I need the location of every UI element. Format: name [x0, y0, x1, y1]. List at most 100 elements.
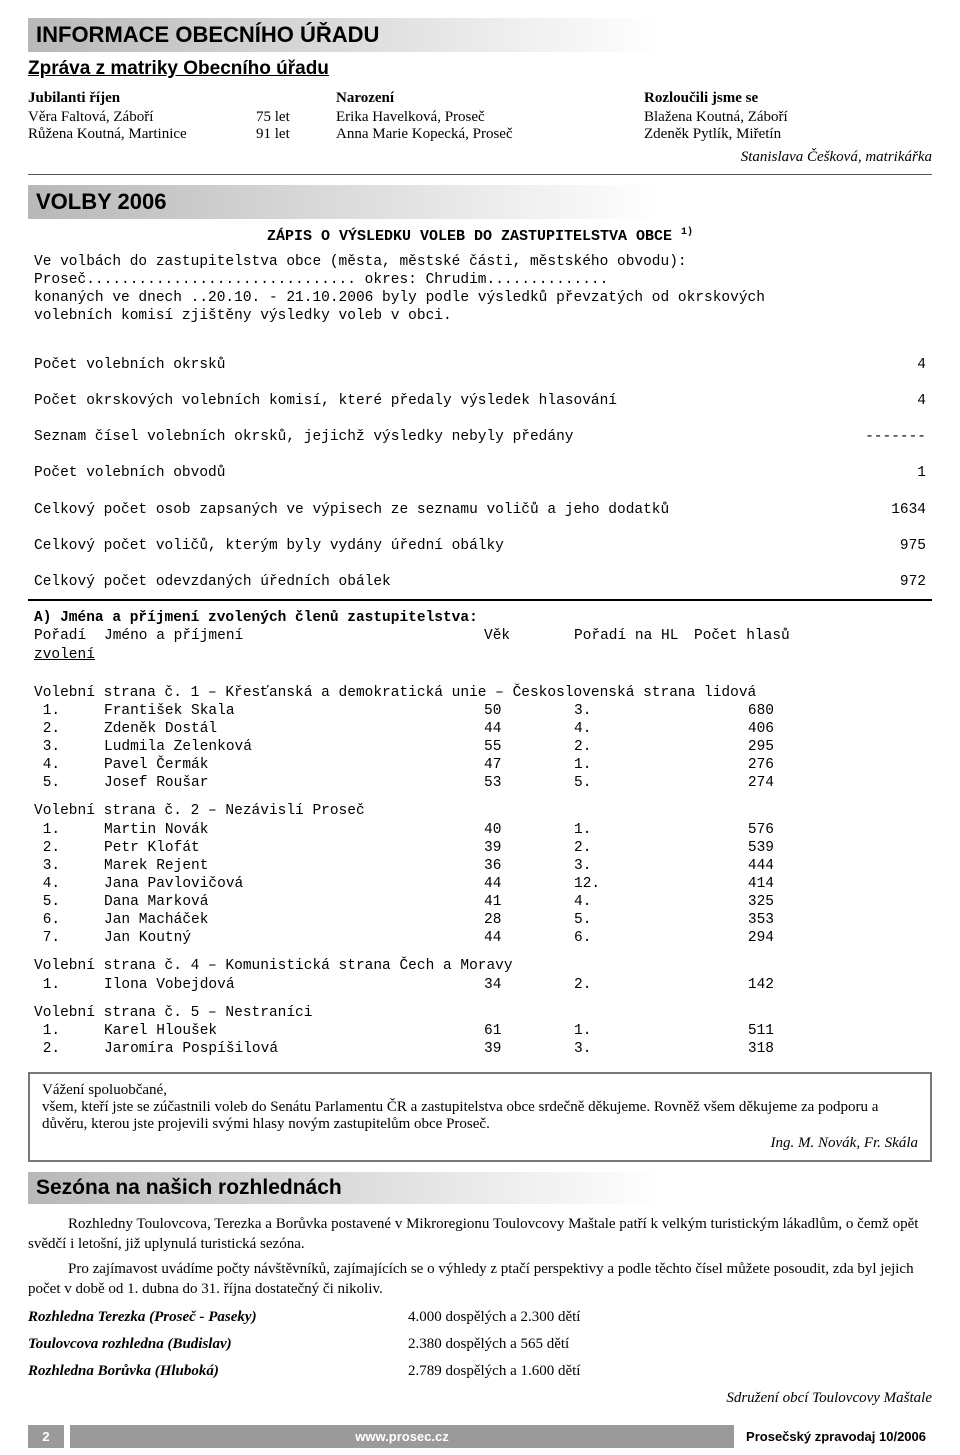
stat-value: 975 — [846, 537, 926, 555]
member-age: 53 — [484, 774, 574, 792]
party-title: Volební strana č. 4 – Komunistická stran… — [34, 957, 926, 975]
stat-row: Celkový počet voličů, kterým byly vydány… — [34, 537, 926, 555]
member-hl: 3. — [574, 857, 694, 875]
rozloucili-item: Zdeněk Pytlík, Miřetín — [644, 126, 932, 143]
member-hl: 6. — [574, 929, 694, 947]
member-hl: 1. — [574, 1022, 694, 1040]
narozeni-item: Anna Marie Kopecká, Proseč — [336, 126, 624, 143]
member-name: Jaromíra Pospíšilová — [104, 1040, 484, 1058]
zapis-title-text: ZÁPIS O VÝSLEDKU VOLEB DO ZASTUPITELSTVA… — [267, 228, 672, 245]
member-order: 1. — [34, 976, 104, 994]
member-name: František Skala — [104, 702, 484, 720]
zapis-stats: Počet volebních okrsků4 Počet okrskových… — [28, 336, 932, 594]
member-row: 1.Ilona Vobejdová342.142 — [34, 976, 926, 994]
stat-label: Počet okrskových volebních komisí, které… — [34, 392, 846, 410]
member-order: 5. — [34, 893, 104, 911]
member-votes: 294 — [694, 929, 774, 947]
member-name: Pavel Čermák — [104, 756, 484, 774]
footer-site: www.prosec.cz — [70, 1425, 734, 1448]
member-age: 47 — [484, 756, 574, 774]
member-row: 7.Jan Koutný446.294 — [34, 929, 926, 947]
member-order: 3. — [34, 857, 104, 875]
intro-dates-c: byly podle výsledků převzatých od okrsko… — [373, 290, 765, 306]
visit-row: Rozhledna Terezka (Proseč - Paseky) 4.00… — [28, 1309, 932, 1326]
member-row: 4.Pavel Čermák471.276 — [34, 756, 926, 774]
member-hl: 12. — [574, 875, 694, 893]
h-order: Pořadí — [34, 627, 104, 645]
intro-obec: Proseč — [34, 272, 86, 288]
member-votes: 318 — [694, 1040, 774, 1058]
visit-label: Rozhledna Terezka (Proseč - Paseky) — [28, 1309, 408, 1326]
stat-row: Celkový počet osob zapsaných ve výpisech… — [34, 501, 926, 519]
member-name: Jan Macháček — [104, 911, 484, 929]
member-age: 44 — [484, 929, 574, 947]
member-age: 34 — [484, 976, 574, 994]
member-name: Marek Rejent — [104, 857, 484, 875]
jubilant-age: 91 let — [256, 126, 316, 143]
stat-value: 972 — [846, 573, 926, 591]
divider-heavy — [28, 599, 932, 601]
member-order: 5. — [34, 774, 104, 792]
stat-label: Celkový počet voličů, kterým byly vydány… — [34, 537, 846, 555]
member-name: Petr Klofát — [104, 839, 484, 857]
jubilant-name: Věra Faltová, Záboří — [28, 109, 256, 126]
member-age: 39 — [484, 839, 574, 857]
member-row: 4.Jana Pavlovičová4412.414 — [34, 875, 926, 893]
stat-label: Počet volebních obvodů — [34, 464, 846, 482]
member-hl: 2. — [574, 738, 694, 756]
member-order: 2. — [34, 839, 104, 857]
jubilant-age: 75 let — [256, 109, 316, 126]
member-votes: 406 — [694, 720, 774, 738]
member-row: 3.Ludmila Zelenková552.295 — [34, 738, 926, 756]
member-votes: 444 — [694, 857, 774, 875]
member-age: 40 — [484, 821, 574, 839]
member-row: 5.Josef Roušar535.274 — [34, 774, 926, 792]
member-hl: 1. — [574, 821, 694, 839]
member-age: 44 — [484, 875, 574, 893]
member-order: 2. — [34, 1040, 104, 1058]
thanks-signature: Ing. M. Novák, Fr. Skála — [42, 1135, 918, 1152]
member-votes: 274 — [694, 774, 774, 792]
member-hl: 1. — [574, 756, 694, 774]
member-hl: 3. — [574, 702, 694, 720]
member-votes: 576 — [694, 821, 774, 839]
member-hl: 5. — [574, 911, 694, 929]
member-hl: 4. — [574, 720, 694, 738]
member-order: 3. — [34, 738, 104, 756]
stat-value: 1 — [846, 464, 926, 482]
stat-row: Počet volebních obvodů1 — [34, 464, 926, 482]
member-order: 6. — [34, 911, 104, 929]
member-name: Zdeněk Dostál — [104, 720, 484, 738]
subhead-matrika: Zpráva z matriky Obecního úřadu — [28, 58, 932, 80]
visit-label: Toulovcova rozhledna (Budislav) — [28, 1336, 408, 1353]
page-footer: 2 www.prosec.cz Prosečský zpravodaj 10/2… — [28, 1425, 932, 1448]
stat-value: ------- — [846, 428, 926, 446]
col-title-jubilanti: Jubilanti říjen — [28, 90, 316, 107]
member-age: 55 — [484, 738, 574, 756]
member-age: 36 — [484, 857, 574, 875]
member-name: Martin Novák — [104, 821, 484, 839]
member-order: 1. — [34, 1022, 104, 1040]
page-number: 2 — [28, 1425, 64, 1448]
dots: .............. — [487, 272, 609, 288]
col-rozloucili: Rozloučili jsme se Blažena Koutná, Záboř… — [644, 90, 932, 143]
member-name: Ludmila Zelenková — [104, 738, 484, 756]
assoc-signature: Sdružení obcí Toulovcovy Maštale — [28, 1390, 932, 1407]
member-hl: 3. — [574, 1040, 694, 1058]
section-header-volby: VOLBY 2006 — [28, 185, 932, 219]
stat-value: 4 — [846, 356, 926, 374]
stat-row: Počet volebních okrsků4 — [34, 356, 926, 374]
zvoleni-underline: zvolení — [34, 647, 95, 663]
footer-issue: Prosečský zpravodaj 10/2006 — [740, 1425, 932, 1448]
narozeni-item: Erika Havelková, Proseč — [336, 109, 624, 126]
zapis-intro: Ve volbách do zastupitelstva obce (města… — [28, 251, 932, 328]
member-name: Josef Roušar — [104, 774, 484, 792]
member-name: Dana Marková — [104, 893, 484, 911]
member-votes: 511 — [694, 1022, 774, 1040]
party-title: Volební strana č. 2 – Nezávislí Proseč — [34, 802, 926, 820]
member-hl: 2. — [574, 976, 694, 994]
member-age: 41 — [484, 893, 574, 911]
member-votes: 539 — [694, 839, 774, 857]
matrika-columns: Jubilanti říjen Věra Faltová, Záboří 75 … — [28, 90, 932, 143]
h-hl: Pořadí na HL — [574, 627, 694, 645]
